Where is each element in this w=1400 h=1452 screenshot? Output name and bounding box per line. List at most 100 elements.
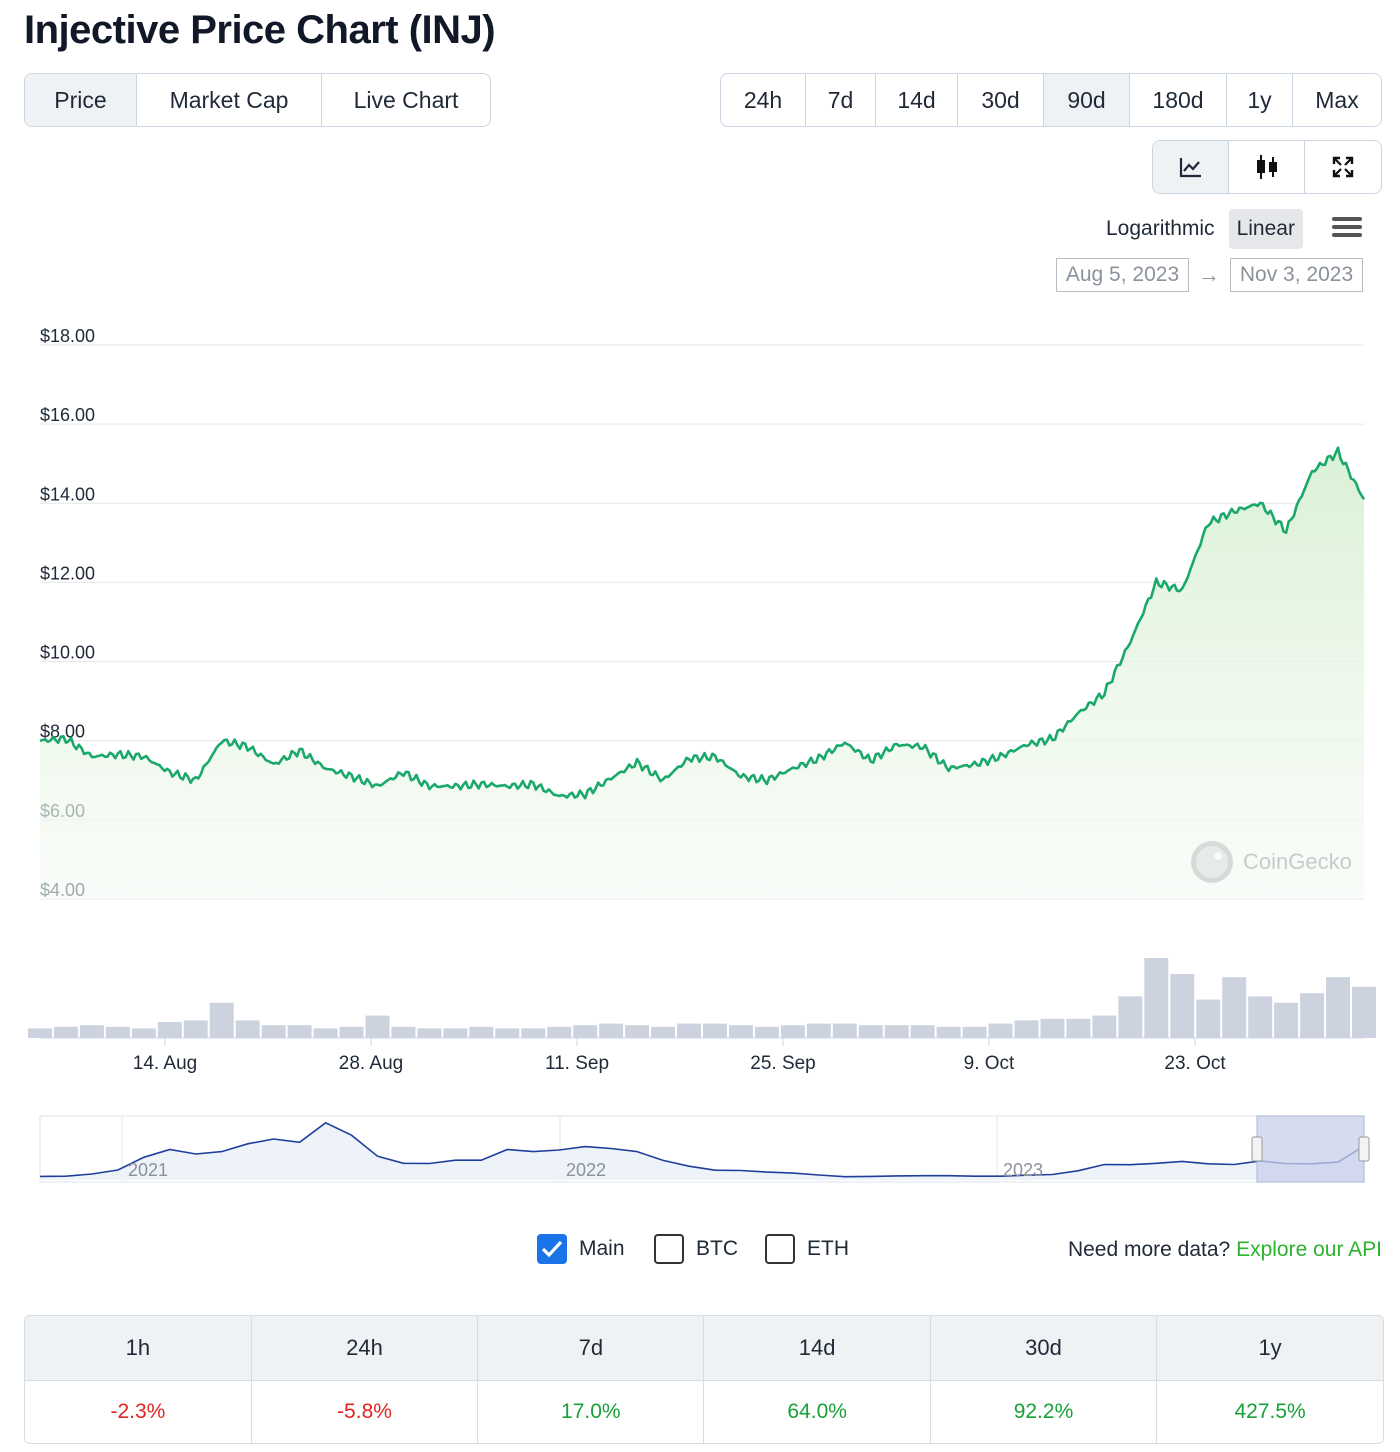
volume-bar <box>1092 1015 1117 1038</box>
price-chart[interactable]: $18.00$16.00$14.00$12.00$10.00$8.00$6.00… <box>0 0 1400 1200</box>
volume-bar <box>547 1026 572 1038</box>
btc-checkbox[interactable] <box>654 1234 684 1264</box>
volume-bar <box>703 1023 727 1038</box>
volume-bar <box>573 1025 598 1038</box>
volume-bar <box>910 1025 935 1038</box>
volume-bar <box>183 1020 208 1038</box>
eth-checkbox[interactable] <box>765 1234 795 1264</box>
volume-bar <box>1066 1018 1091 1038</box>
tab-market-cap[interactable]: Market Cap <box>137 74 322 126</box>
volume-bar <box>53 1026 78 1038</box>
time-range-selector: 24h 7d 14d 30d 90d 180d 1y Max <box>720 73 1382 127</box>
volume-bar <box>625 1025 650 1038</box>
volume-bar <box>1118 996 1143 1038</box>
perf-header-30d: 30d <box>930 1316 1158 1381</box>
range-max[interactable]: Max <box>1315 86 1359 113</box>
price-line <box>39 446 1366 800</box>
range-7d[interactable]: 7d <box>806 74 876 126</box>
x-tick-label: 23. Oct <box>1164 1053 1226 1074</box>
y-tick-label: $14.00 <box>40 484 95 504</box>
volume-bar <box>339 1026 364 1038</box>
y-tick-label: $16.00 <box>40 405 95 425</box>
coingecko-watermark: CoinGecko <box>1191 841 1352 883</box>
x-tick-label: 28. Aug <box>339 1053 403 1074</box>
navigator-year-label: 2023 <box>1003 1160 1043 1180</box>
perf-header-1y: 1y <box>1156 1316 1383 1381</box>
volume-bar <box>1014 1020 1039 1038</box>
volume-bar <box>1196 999 1221 1038</box>
volume-bar <box>806 1023 831 1038</box>
date-from-input[interactable]: Aug 5, 2023 <box>1056 258 1189 292</box>
navigator[interactable]: 2021 2022 2023 <box>39 1115 1370 1183</box>
main-checkbox[interactable] <box>537 1234 567 1264</box>
line-chart-button[interactable] <box>1153 141 1229 193</box>
view-tabs: Price Market Cap Live Chart <box>24 73 491 127</box>
perf-header-7d: 7d <box>477 1316 705 1381</box>
x-tick-label: 14. Aug <box>133 1053 197 1074</box>
volume-bar <box>157 1022 182 1038</box>
y-tick-label: $12.00 <box>40 563 95 583</box>
volume-bar <box>677 1023 701 1038</box>
range-1y[interactable]: 1y <box>1227 74 1293 126</box>
scale-toggle: Logarithmic Linear <box>1098 208 1303 250</box>
x-tick-label: 11. Sep <box>545 1053 609 1074</box>
scale-linear[interactable]: Linear <box>1228 209 1303 249</box>
volume-bar <box>521 1028 546 1038</box>
tab-live-chart[interactable]: Live Chart <box>353 86 459 113</box>
volume-bar <box>1274 1002 1299 1038</box>
legend-eth[interactable]: ETH <box>765 1234 849 1264</box>
volume-bar <box>287 1025 312 1038</box>
volume-bar <box>599 1023 624 1038</box>
date-arrow: → <box>1198 262 1220 287</box>
volume-bar <box>261 1025 286 1038</box>
navigator-area <box>40 1122 1364 1180</box>
navigator-handle-right[interactable] <box>1358 1136 1370 1162</box>
volume-bar <box>235 1020 260 1038</box>
navigator-year-label: 2022 <box>566 1160 606 1180</box>
volume-bar <box>1144 958 1169 1038</box>
volume-bar <box>131 1028 156 1038</box>
candlestick-button[interactable] <box>1229 141 1305 193</box>
y-tick-label: $10.00 <box>40 643 95 663</box>
page-title: Injective Price Chart (INJ) <box>24 8 496 52</box>
volume-bar <box>858 1025 883 1038</box>
legend-btc-label: BTC <box>696 1237 738 1260</box>
volume-bar <box>391 1026 416 1038</box>
candlestick-icon <box>1256 155 1277 179</box>
fullscreen-icon <box>1332 156 1354 178</box>
check-icon <box>541 1240 563 1258</box>
range-180d[interactable]: 180d <box>1130 74 1227 126</box>
tab-price[interactable]: Price <box>25 74 137 126</box>
volume-bar <box>728 1025 753 1038</box>
range-14d[interactable]: 14d <box>876 74 958 126</box>
chart-menu-icon[interactable] <box>1332 214 1362 240</box>
volume-bar <box>79 1025 104 1038</box>
volume-bar <box>209 1002 234 1038</box>
date-to-input[interactable]: Nov 3, 2023 <box>1230 258 1363 292</box>
navigator-line <box>39 1121 1365 1178</box>
api-prompt-text: Need more data? <box>1067 1238 1231 1261</box>
fullscreen-button[interactable] <box>1305 141 1381 193</box>
x-tick-label: 9. Oct <box>964 1053 1015 1074</box>
range-90d[interactable]: 90d <box>1044 74 1130 126</box>
scale-logarithmic[interactable]: Logarithmic <box>1106 217 1215 240</box>
perf-header-24h: 24h <box>251 1316 479 1381</box>
watermark-text: CoinGecko <box>1243 849 1352 874</box>
range-24h[interactable]: 24h <box>721 74 806 126</box>
perf-value-1y: 427.5% <box>1234 1400 1306 1423</box>
api-prompt: Need more data? Explore our API <box>1068 1238 1382 1262</box>
legend-btc[interactable]: BTC <box>654 1234 738 1264</box>
navigator-selection[interactable] <box>1256 1115 1365 1183</box>
volume-bar <box>1170 974 1195 1038</box>
explore-api-link[interactable]: Explore our API <box>1236 1238 1382 1261</box>
performance-table: 1h 24h 7d 14d 30d 1y -2.3% -5.8% 17.0% 6… <box>24 1315 1384 1444</box>
legend-main[interactable]: Main <box>537 1234 625 1264</box>
perf-value-30d: 92.2% <box>930 1380 1158 1443</box>
navigator-handle-left[interactable] <box>1251 1136 1263 1162</box>
volume-bar <box>313 1028 338 1038</box>
range-30d[interactable]: 30d <box>958 74 1044 126</box>
perf-value-14d: 64.0% <box>703 1380 931 1443</box>
legend-eth-label: ETH <box>807 1237 849 1260</box>
perf-value-7d: 17.0% <box>477 1380 705 1443</box>
y-tick-label: $18.00 <box>40 326 95 346</box>
